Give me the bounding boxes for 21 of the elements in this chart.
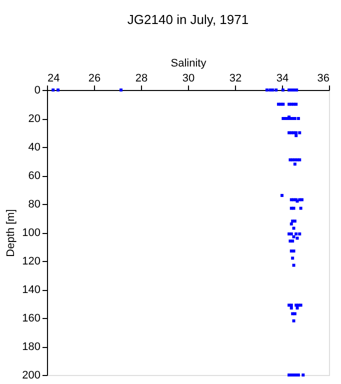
x-tick-label: 28: [135, 72, 148, 84]
x-axis-title: Salinity: [170, 58, 207, 70]
x-tick-label: 30: [182, 72, 195, 84]
y-tick-label: 200: [22, 370, 40, 382]
x-tick-label: 24: [48, 72, 60, 84]
y-tick-label: 0: [34, 84, 40, 96]
y-tick-label: 20: [28, 113, 40, 125]
x-tick-label: 26: [88, 72, 101, 84]
x-tick-label: 36: [317, 72, 330, 84]
chart-title: JG2140 in July, 1971: [127, 12, 249, 27]
y-tick-label: 120: [22, 256, 40, 268]
y-tick-label: 180: [22, 341, 40, 353]
x-tick-label: 32: [229, 72, 242, 84]
y-tick-label: 80: [28, 198, 40, 210]
x-tick-label: 34: [276, 72, 289, 84]
y-tick-label: 160: [22, 312, 40, 324]
y-axis-title: Depth [m]: [5, 209, 18, 257]
y-tick-label: 60: [28, 170, 40, 182]
y-tick-label: 100: [22, 227, 40, 239]
y-tick-label: 140: [22, 284, 40, 296]
y-tick-label: 40: [28, 142, 40, 154]
